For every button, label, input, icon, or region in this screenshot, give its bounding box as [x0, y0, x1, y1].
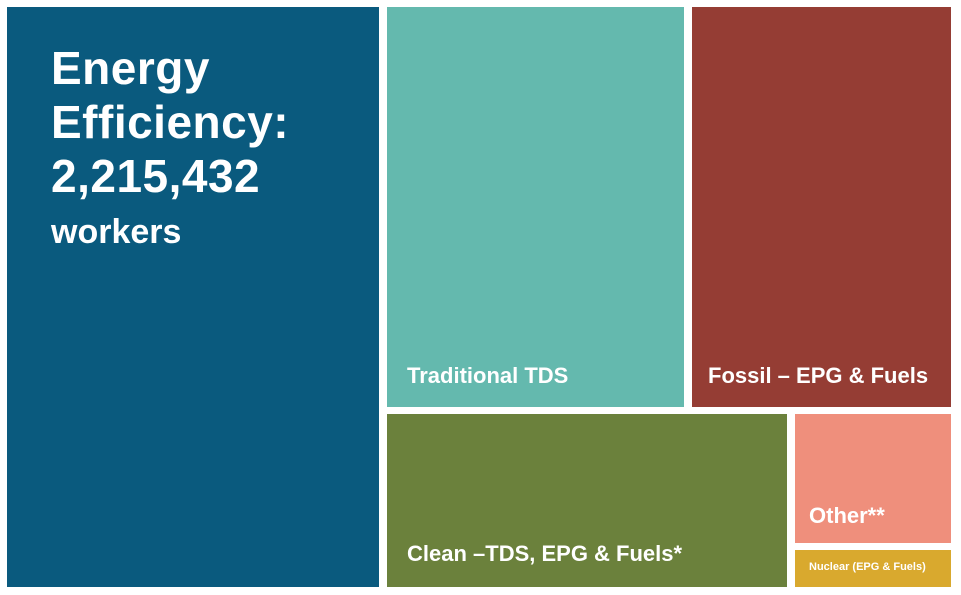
- energy-efficiency-value: 2,215,432: [51, 150, 261, 202]
- tile-energy-efficiency: Energy Efficiency: 2,215,432 workers: [7, 7, 379, 587]
- tile-nuclear: Nuclear (EPG & Fuels): [795, 550, 951, 587]
- nuclear-label: Nuclear (EPG & Fuels): [809, 561, 926, 573]
- other-label: Other**: [809, 503, 885, 528]
- energy-efficiency-label-line1: Energy: [51, 42, 210, 94]
- fossil-label: Fossil – EPG & Fuels: [708, 363, 929, 388]
- tile-fossil: Fossil – EPG & Fuels: [692, 7, 951, 407]
- tile-traditional-tds: Traditional TDS: [387, 7, 684, 407]
- tile-other: Other**: [795, 414, 951, 543]
- energy-efficiency-label: Energy Efficiency: 2,215,432: [51, 41, 289, 203]
- energy-efficiency-label-line2: Efficiency:: [51, 96, 290, 148]
- energy-efficiency-unit: workers: [51, 213, 182, 251]
- clean-label: Clean –TDS, EPG & Fuels*: [407, 541, 683, 566]
- traditional-tds-label: Traditional TDS: [407, 363, 569, 388]
- tile-clean: Clean –TDS, EPG & Fuels*: [387, 414, 787, 587]
